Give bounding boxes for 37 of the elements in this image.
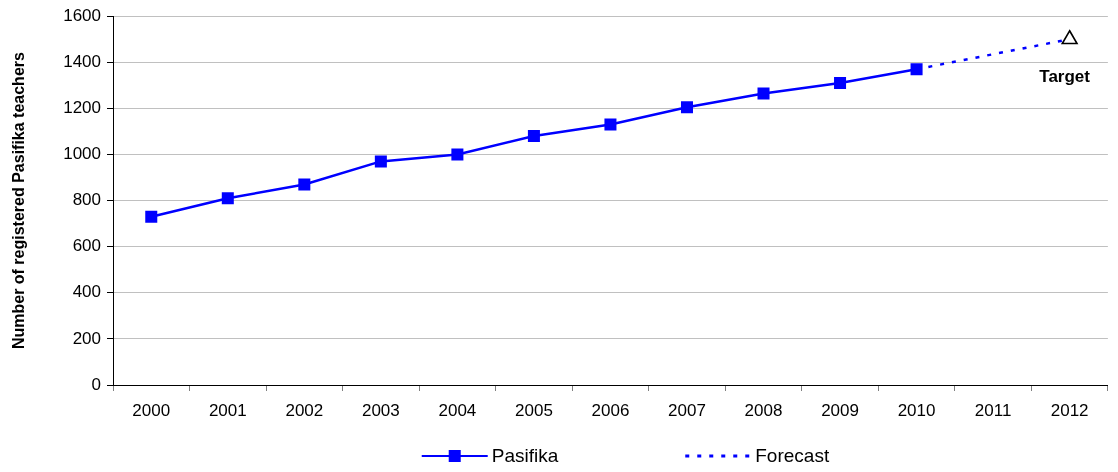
x-tick-label: 2003 <box>361 400 400 420</box>
x-tick-label: 2008 <box>744 400 783 420</box>
x-tick-label: 2004 <box>438 400 477 420</box>
point <box>145 210 158 223</box>
point <box>910 63 923 76</box>
x-tick-label: 2001 <box>208 400 247 420</box>
x-tick-label: 2002 <box>285 400 324 420</box>
x-tick-label: 2005 <box>515 400 553 420</box>
point <box>680 101 693 114</box>
point <box>451 148 464 161</box>
point <box>374 155 387 168</box>
legend-label: Pasifika <box>491 445 559 467</box>
y-tick-label: 200 <box>72 328 101 348</box>
x-tick-label: 2000 <box>132 400 171 420</box>
point <box>221 192 234 205</box>
point <box>527 130 540 143</box>
annotation: Target <box>1039 66 1091 86</box>
legend-label: Forecast <box>755 445 830 467</box>
y-tick-label: 1000 <box>63 144 101 164</box>
y-tick-label: 400 <box>72 282 101 302</box>
y-tick-label: 800 <box>72 190 101 210</box>
x-tick-label: 2010 <box>897 400 936 420</box>
point <box>757 87 770 100</box>
y-axis-title: Number of registered Pasifika teachers <box>10 52 28 350</box>
y-tick-label: 0 <box>91 374 101 394</box>
point <box>604 118 617 131</box>
x-tick-label: 2012 <box>1050 400 1089 420</box>
x-tick-label: 2007 <box>668 400 706 420</box>
x-tick-label: 2011 <box>974 400 1012 420</box>
y-tick-label: 1200 <box>63 98 101 118</box>
x-tick-label: 2006 <box>591 400 630 420</box>
point <box>834 77 847 90</box>
y-tick-label: 600 <box>72 236 101 256</box>
x-tick-label: 2009 <box>821 400 859 420</box>
point <box>298 178 311 191</box>
y-tick-label: 1600 <box>63 5 101 25</box>
y-tick-label: 1400 <box>63 51 101 71</box>
